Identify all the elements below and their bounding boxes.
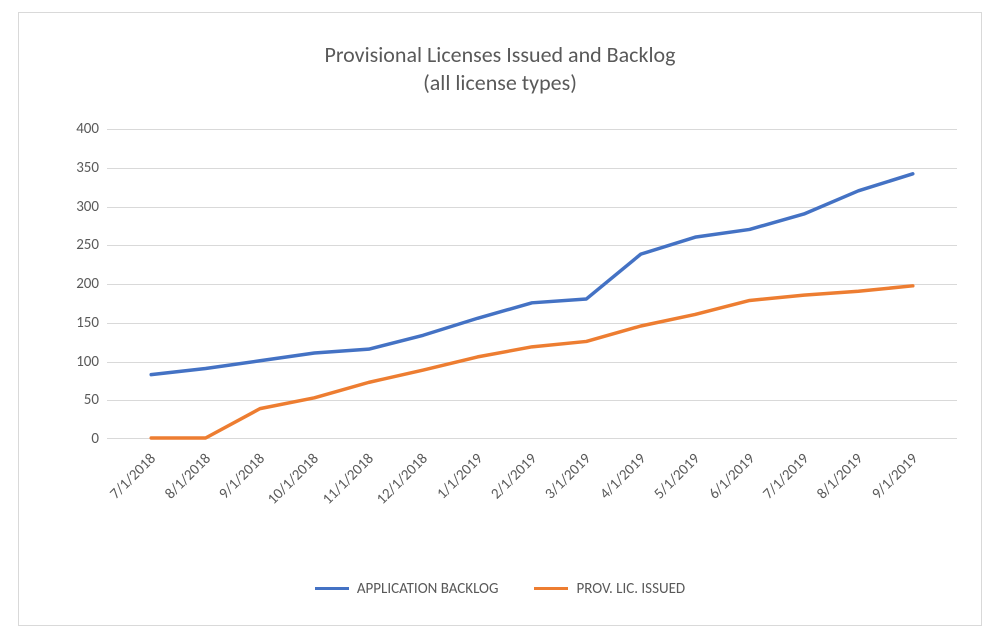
chart-outer-border: Provisional Licenses Issued and Backlog(… — [18, 12, 982, 626]
chart-title-line-1: Provisional Licenses Issued and Backlog — [19, 41, 981, 69]
series-line-1 — [151, 286, 913, 438]
x-tick-text: 12/1/2018 — [373, 450, 432, 509]
x-tick-text: 3/1/2019 — [542, 450, 595, 503]
legend-label: PROV. LIC. ISSUED — [576, 580, 685, 598]
x-tick-text: 1/1/2019 — [433, 450, 486, 503]
x-tick-text: 9/1/2018 — [216, 450, 269, 503]
legend-item: APPLICATION BACKLOG — [315, 580, 499, 598]
legend-swatch — [534, 587, 568, 590]
y-tick-label: 100 — [76, 353, 107, 371]
x-tick-text: 6/1/2019 — [705, 450, 758, 503]
y-tick-label: 350 — [76, 159, 107, 177]
legend-item: PROV. LIC. ISSUED — [534, 580, 685, 598]
legend: APPLICATION BACKLOG PROV. LIC. ISSUED — [19, 577, 981, 598]
x-tick-text: 2/1/2019 — [488, 450, 541, 503]
x-tick-text: 8/1/2018 — [161, 450, 214, 503]
x-tick-text: 11/1/2018 — [319, 450, 378, 509]
series-line-0 — [151, 174, 913, 375]
y-tick-label: 250 — [76, 236, 107, 254]
y-tick-label: 0 — [91, 430, 107, 448]
y-tick-label: 50 — [84, 391, 107, 409]
y-tick-label: 400 — [76, 120, 107, 138]
legend-label: APPLICATION BACKLOG — [357, 580, 499, 598]
y-tick-label: 300 — [76, 198, 107, 216]
x-tick-text: 4/1/2019 — [596, 450, 649, 503]
chart-title: Provisional Licenses Issued and Backlog(… — [19, 41, 981, 96]
y-tick-label: 200 — [76, 275, 107, 293]
x-tick-text: 10/1/2018 — [265, 450, 324, 509]
x-tick-text: 7/1/2018 — [107, 450, 160, 503]
chart-title-line-2: (all license types) — [19, 69, 981, 97]
x-tick-text: 5/1/2019 — [651, 450, 704, 503]
y-tick-label: 150 — [76, 314, 107, 332]
x-tick-text: 7/1/2019 — [760, 450, 813, 503]
lines-layer — [107, 129, 957, 438]
plot-area: 0501001502002503003504007/1/20188/1/2018… — [107, 129, 957, 439]
x-tick-text: 9/1/2019 — [868, 450, 921, 503]
legend-swatch — [315, 587, 349, 590]
x-tick-text: 8/1/2019 — [814, 450, 867, 503]
